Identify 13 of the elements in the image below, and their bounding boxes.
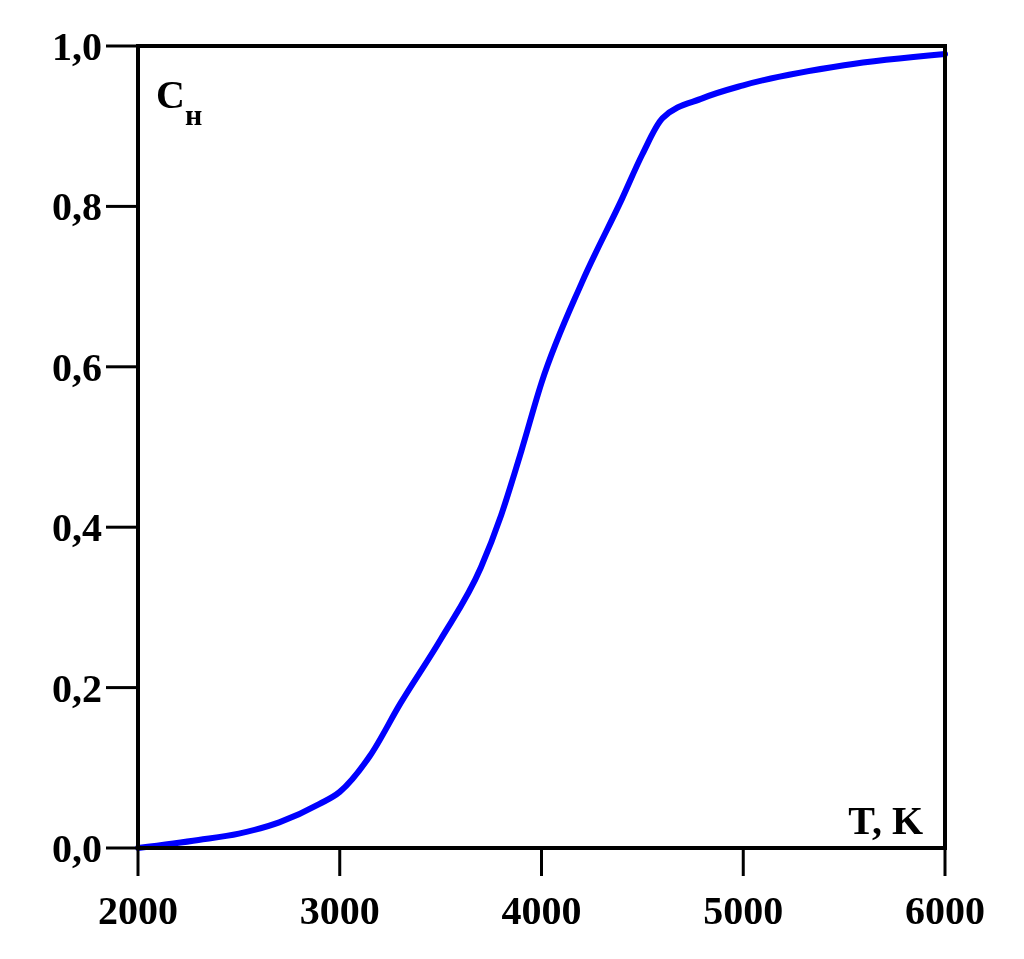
y-tick-label: 0,4 (52, 505, 102, 551)
y-tick-label: 0,8 (52, 184, 102, 230)
x-tick-label: 4000 (501, 888, 582, 933)
x-tick-label: 6000 (905, 888, 985, 933)
x-tick-label: 5000 (703, 888, 784, 933)
x-axis-title: T, K (848, 798, 923, 843)
y-tick-label: 0,6 (52, 344, 102, 390)
x-tick-label: 2000 (98, 888, 178, 933)
y-tick-label: 0,2 (52, 665, 102, 711)
x-tick-label: 3000 (299, 888, 380, 933)
y-tick-label: 1,0 (52, 24, 102, 69)
y-tick-label: 0,0 (52, 826, 102, 871)
y-axis-title: C$_{н}$ (156, 72, 203, 131)
